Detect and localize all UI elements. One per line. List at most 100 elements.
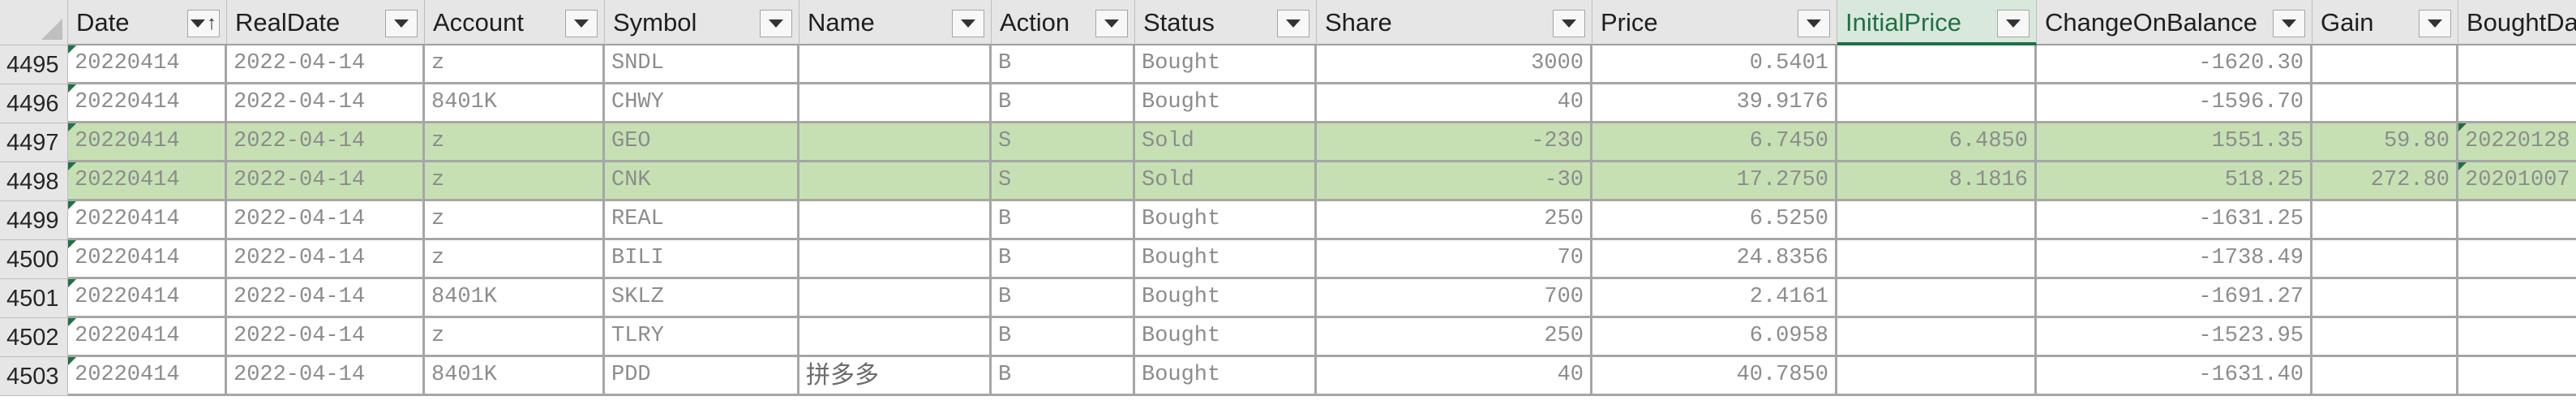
cell-changeonbalance[interactable]: -1631.40 [2037, 357, 2312, 396]
cell-action[interactable]: B [992, 201, 1135, 240]
cell-date[interactable]: 20220414 [68, 45, 227, 84]
cell-initialprice[interactable] [1837, 201, 2037, 240]
column-header-status[interactable]: Status [1135, 0, 1317, 45]
cell-price[interactable]: 2.4161 [1592, 279, 1837, 318]
cell-initialprice[interactable] [1837, 45, 2037, 84]
cell-action[interactable]: B [992, 279, 1135, 318]
cell-share[interactable]: -230 [1317, 123, 1592, 162]
cell-status[interactable]: Sold [1135, 162, 1317, 201]
cell-action[interactable]: S [992, 123, 1135, 162]
cell-gain[interactable]: 59.80 [2312, 123, 2458, 162]
column-header-share[interactable]: Share [1317, 0, 1592, 45]
cell-changeonbalance[interactable]: -1738.49 [2037, 240, 2312, 279]
cell-date[interactable]: 20220414 [68, 318, 227, 357]
cell-boughtdate[interactable] [2458, 318, 2576, 357]
cell-price[interactable]: 6.7450 [1592, 123, 1837, 162]
cell-boughtdate[interactable] [2458, 279, 2576, 318]
cell-date[interactable]: 20220414 [68, 240, 227, 279]
cell-gain[interactable]: 272.80 [2312, 162, 2458, 201]
cell-name[interactable] [799, 240, 992, 279]
column-header-date[interactable]: Date ↑ [68, 0, 227, 45]
filter-dropdown-icon[interactable] [952, 10, 984, 37]
cell-name[interactable] [799, 45, 992, 84]
cell-status[interactable]: Bought [1135, 357, 1317, 396]
cell-symbol[interactable]: BILI [605, 240, 799, 279]
cell-price[interactable]: 39.9176 [1592, 84, 1837, 123]
cell-price[interactable]: 40.7850 [1592, 357, 1837, 396]
cell-symbol[interactable]: CHWY [605, 84, 799, 123]
cell-initialprice[interactable] [1837, 240, 2037, 279]
cell-changeonbalance[interactable]: -1691.27 [2037, 279, 2312, 318]
cell-boughtdate[interactable]: 20220128 [2458, 123, 2576, 162]
filter-dropdown-icon[interactable] [385, 10, 418, 37]
filter-dropdown-icon[interactable] [565, 10, 598, 37]
column-header-name[interactable]: Name [799, 0, 992, 45]
cell-status[interactable]: Bought [1135, 45, 1317, 84]
cell-price[interactable]: 6.5250 [1592, 201, 1837, 240]
cell-account[interactable]: z [425, 162, 605, 201]
cell-share[interactable]: 250 [1317, 201, 1592, 240]
cell-status[interactable]: Sold [1135, 123, 1317, 162]
cell-changeonbalance[interactable]: -1523.95 [2037, 318, 2312, 357]
cell-boughtdate[interactable] [2458, 357, 2576, 396]
cell-realdate[interactable]: 2022-04-14 [227, 240, 425, 279]
filter-dropdown-icon[interactable] [2419, 10, 2451, 37]
filter-dropdown-icon[interactable] [1095, 10, 1128, 37]
cell-status[interactable]: Bought [1135, 318, 1317, 357]
cell-symbol[interactable]: TLRY [605, 318, 799, 357]
cell-action[interactable]: B [992, 45, 1135, 84]
cell-action[interactable]: B [992, 240, 1135, 279]
row-header[interactable]: 4496 [0, 84, 68, 123]
cell-action[interactable]: B [992, 318, 1135, 357]
cell-boughtdate[interactable] [2458, 201, 2576, 240]
cell-realdate[interactable]: 2022-04-14 [227, 279, 425, 318]
cell-status[interactable]: Bought [1135, 201, 1317, 240]
cell-name[interactable] [799, 318, 992, 357]
cell-symbol[interactable]: SKLZ [605, 279, 799, 318]
column-header-gain[interactable]: Gain [2312, 0, 2458, 45]
cell-initialprice[interactable]: 8.1816 [1837, 162, 2037, 201]
filter-dropdown-icon[interactable] [760, 10, 792, 37]
cell-account[interactable]: z [425, 240, 605, 279]
cell-realdate[interactable]: 2022-04-14 [227, 357, 425, 396]
cell-date[interactable]: 20220414 [68, 123, 227, 162]
cell-price[interactable]: 24.8356 [1592, 240, 1837, 279]
column-header-account[interactable]: Account [425, 0, 605, 45]
cell-symbol[interactable]: GEO [605, 123, 799, 162]
cell-realdate[interactable]: 2022-04-14 [227, 318, 425, 357]
cell-realdate[interactable]: 2022-04-14 [227, 201, 425, 240]
cell-account[interactable]: z [425, 45, 605, 84]
cell-action[interactable]: B [992, 357, 1135, 396]
cell-initialprice[interactable]: 6.4850 [1837, 123, 2037, 162]
cell-share[interactable]: 40 [1317, 357, 1592, 396]
cell-gain[interactable] [2312, 201, 2458, 240]
cell-price[interactable]: 6.0958 [1592, 318, 1837, 357]
cell-status[interactable]: Bought [1135, 240, 1317, 279]
cell-symbol[interactable]: CNK [605, 162, 799, 201]
row-header[interactable]: 4499 [0, 201, 68, 240]
cell-share[interactable]: 700 [1317, 279, 1592, 318]
row-header[interactable]: 4498 [0, 162, 68, 201]
cell-account[interactable]: z [425, 201, 605, 240]
cell-changeonbalance[interactable]: -1631.25 [2037, 201, 2312, 240]
row-header[interactable]: 4500 [0, 240, 68, 279]
cell-changeonbalance[interactable]: 518.25 [2037, 162, 2312, 201]
cell-gain[interactable] [2312, 240, 2458, 279]
cell-realdate[interactable]: 2022-04-14 [227, 45, 425, 84]
cell-status[interactable]: Bought [1135, 279, 1317, 318]
column-header-realdate[interactable]: RealDate [227, 0, 425, 45]
cell-gain[interactable] [2312, 357, 2458, 396]
cell-gain[interactable] [2312, 84, 2458, 123]
sort-ascending-filter-icon[interactable]: ↑ [187, 10, 220, 37]
cell-date[interactable]: 20220414 [68, 279, 227, 318]
row-header[interactable]: 4501 [0, 279, 68, 318]
cell-account[interactable]: 8401K [425, 357, 605, 396]
cell-share[interactable]: -30 [1317, 162, 1592, 201]
filter-dropdown-icon[interactable] [1798, 10, 1830, 37]
cell-date[interactable]: 20220414 [68, 201, 227, 240]
cell-gain[interactable] [2312, 318, 2458, 357]
cell-name[interactable] [799, 201, 992, 240]
cell-account[interactable]: 8401K [425, 84, 605, 123]
cell-name[interactable] [799, 84, 992, 123]
cell-initialprice[interactable] [1837, 357, 2037, 396]
